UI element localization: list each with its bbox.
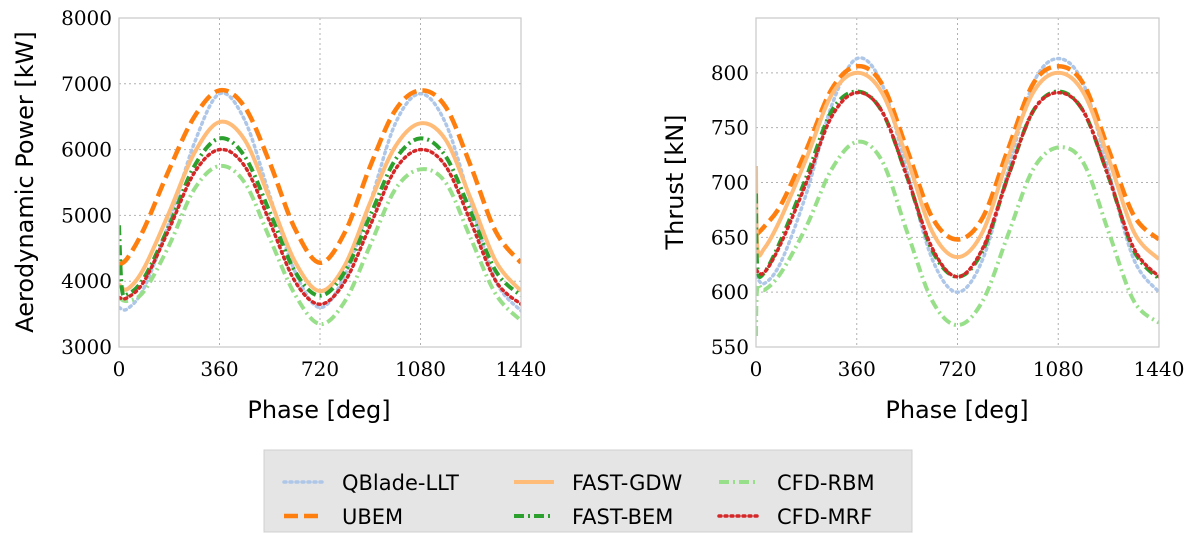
series-line-fast-gdw xyxy=(119,119,521,294)
x-tick-label: 360 xyxy=(200,357,238,381)
y-tick-label: 800 xyxy=(711,61,749,85)
plot-frame xyxy=(755,17,1160,348)
y-tick-label: 550 xyxy=(711,335,749,359)
thrust-chart-ylabel: Thrust [kN] xyxy=(661,114,689,250)
x-tick-label: 1080 xyxy=(395,357,446,381)
x-tick-label: 1440 xyxy=(1134,357,1185,381)
series-line-fast-gdw xyxy=(756,70,1159,261)
power-chart-ylabel: Aerodynamic Power [kW] xyxy=(11,31,39,333)
legend-box xyxy=(263,449,913,533)
thrust-chart: Phase [deg] Thrust [kN] 0 360 720 1080 1440 5… xyxy=(661,17,1185,424)
y-tick-label: 6000 xyxy=(61,138,112,162)
x-tick-label: 0 xyxy=(113,357,126,381)
series-line-cfd-mrf xyxy=(119,147,521,306)
y-tick-label: 4000 xyxy=(61,269,112,293)
plot-frame xyxy=(118,17,522,348)
series-line-cfd-rbm xyxy=(119,163,521,327)
x-tick-label: 0 xyxy=(750,357,763,381)
x-tick-label: 1080 xyxy=(1033,357,1084,381)
y-tick-label: 600 xyxy=(711,280,749,304)
legend-label-fast-bem: FAST-BEM xyxy=(572,505,673,529)
x-tick-label: 360 xyxy=(838,357,876,381)
x-tick-label: 720 xyxy=(938,357,976,381)
legend-label-ubem: UBEM xyxy=(342,505,403,529)
y-tick-label: 8000 xyxy=(61,6,112,30)
y-tick-label: 7000 xyxy=(61,72,112,96)
y-tick-label: 750 xyxy=(711,116,749,140)
x-tick-label: 1440 xyxy=(496,357,547,381)
power-chart: Phase [deg] Aerodynamic Power [kW] 0 360 7… xyxy=(11,6,546,424)
x-tick-label: 720 xyxy=(301,357,339,381)
series-line-ubem xyxy=(756,63,1159,242)
legend-label-cfd-rbm: CFD-RBM xyxy=(777,471,875,495)
y-tick-label: 700 xyxy=(711,171,749,195)
legend-label-fast-gdw: FAST-GDW xyxy=(572,471,683,495)
y-tick-label: 3000 xyxy=(61,335,112,359)
legend: QBlade-LLT FAST-GDW CFD-RBM UBEM FAST-BEM CFD… xyxy=(263,449,913,533)
series-line-cfd-mrf xyxy=(756,90,1159,279)
y-tick-label: 5000 xyxy=(61,203,112,227)
power-chart-xlabel: Phase [deg] xyxy=(247,396,390,424)
legend-label-qblade-llt: QBlade-LLT xyxy=(342,471,459,495)
series-line-cfd-rbm xyxy=(756,139,1159,337)
thrust-chart-xlabel: Phase [deg] xyxy=(885,396,1028,424)
series-line-ubem xyxy=(119,87,521,267)
y-tick-label: 650 xyxy=(711,225,749,249)
series-line-fast-bem xyxy=(119,136,521,299)
legend-label-cfd-mrf: CFD-MRF xyxy=(777,505,872,529)
